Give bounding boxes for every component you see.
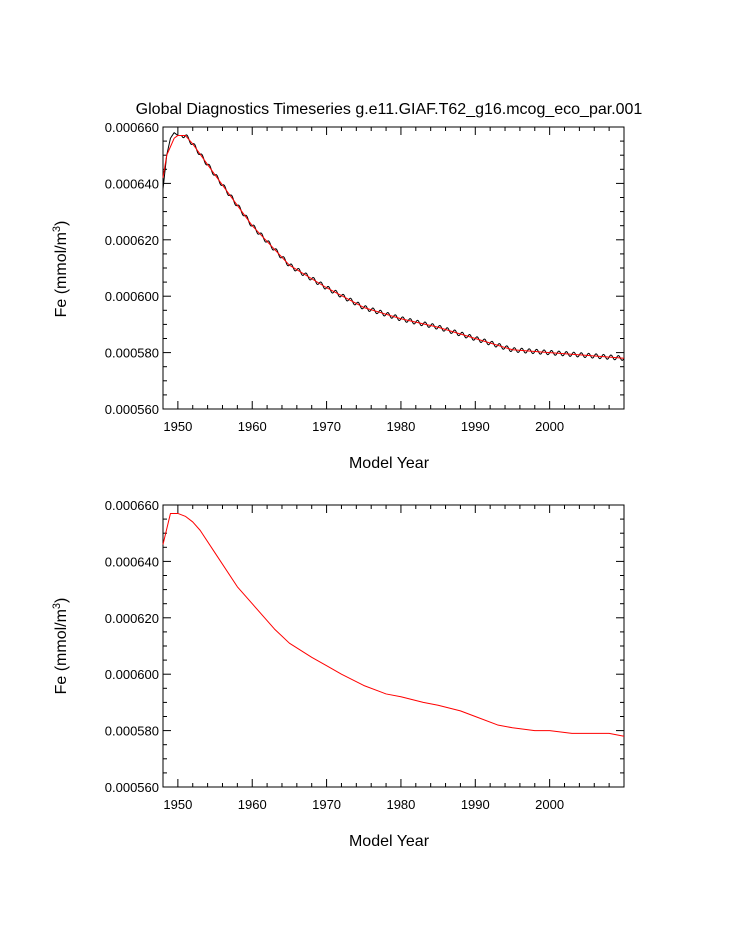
y-axis-title-close: ) [53, 598, 70, 603]
x-tick-label: 1980 [386, 797, 415, 812]
y-axis-title-close: ) [53, 221, 70, 226]
x-tick-label: 1990 [461, 419, 490, 434]
x-tick-label: 1980 [386, 419, 415, 434]
plot-area: 1950 1960 1970 1980 1990 2000 0.000560 0.000580… [105, 498, 625, 812]
plot-frame [162, 126, 625, 410]
series-line-monthly [162, 132, 625, 361]
y-tick-label: 0.000640 [105, 176, 159, 191]
y-tick-label: 0.000600 [105, 667, 159, 682]
y-axis-title-superscript: 3 [51, 603, 63, 609]
y-axis-title: Fe (mmol/m3) [51, 598, 70, 695]
chart-title: Global Diagnostics Timeseries g.e11.GIAF… [136, 101, 643, 118]
x-tick-label: 1950 [163, 419, 192, 434]
x-tick-label: 2000 [535, 419, 564, 434]
y-axis-title-main: Fe (mmol/m [53, 609, 70, 694]
y-axis-title-superscript: 3 [51, 226, 63, 232]
y-tick-label: 0.000620 [105, 233, 159, 248]
y-tick-label: 0.000560 [105, 780, 159, 795]
series-line-annual-mean [162, 512, 625, 737]
y-tick-label: 0.000660 [105, 498, 159, 513]
chart-panel-top: Global Diagnostics Timeseries g.e11.GIAF… [51, 101, 642, 472]
x-tick-label: 1960 [238, 419, 267, 434]
x-tick-label: 1950 [163, 797, 192, 812]
y-tick-label: 0.000660 [105, 120, 159, 135]
y-tick-label: 0.000620 [105, 611, 159, 626]
x-tick-label: 1960 [238, 797, 267, 812]
y-tick-label: 0.000560 [105, 402, 159, 417]
y-tick-label: 0.000640 [105, 554, 159, 569]
y-axis-title: Fe (mmol/m3) [51, 221, 70, 318]
x-tick-label: 1970 [312, 419, 341, 434]
y-tick-label: 0.000600 [105, 289, 159, 304]
y-tick-label: 0.000580 [105, 724, 159, 739]
x-tick-label: 1990 [461, 797, 490, 812]
y-axis-title-main: Fe (mmol/m [53, 232, 70, 317]
x-tick-label: 2000 [535, 797, 564, 812]
series-line-annual-mean [162, 134, 625, 359]
chart-panel-bottom: 1950 1960 1970 1980 1990 2000 0.000560 0.000580… [51, 498, 625, 850]
y-tick-label: 0.000580 [105, 346, 159, 361]
x-axis-title: Model Year [349, 833, 430, 850]
plot-frame [162, 504, 625, 788]
x-tick-label: 1970 [312, 797, 341, 812]
plot-area: 1950 1960 1970 1980 1990 2000 0.000560 0.000580… [105, 120, 625, 434]
x-axis-title: Model Year [349, 455, 430, 472]
